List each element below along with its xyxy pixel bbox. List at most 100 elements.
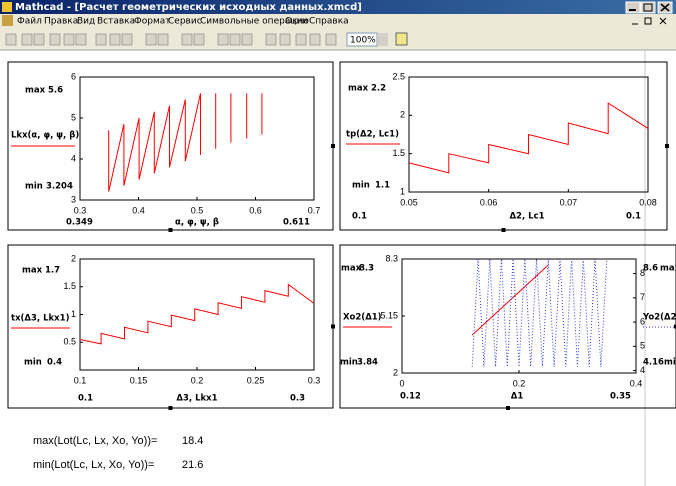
tool-button[interactable] <box>95 33 107 46</box>
toolbar <box>0 28 676 50</box>
tool-button[interactable] <box>5 33 17 46</box>
formulas: max(Lot(Lc, Lx, Xo, Yo))= 18.4 min(Lot(Lc,… <box>33 435 203 471</box>
series-line <box>471 264 549 336</box>
x-tick-label: 0.2 <box>513 378 526 388</box>
plot-label: Δ2, Lc1 <box>509 212 544 222</box>
tool-button[interactable] <box>63 33 75 46</box>
plot-label: 0.1 <box>78 394 93 404</box>
help-icon[interactable] <box>395 32 408 46</box>
resize-handle[interactable] <box>331 324 335 329</box>
resize-handle[interactable] <box>506 406 510 410</box>
plot[interactable]: 0.05 0.06 0.07 0.08 1 1.5 2 2.5 max 2.2 tp(Δ2, Lc1… <box>339 61 669 232</box>
tool-button[interactable] <box>49 33 61 46</box>
plot-label: min <box>352 181 370 191</box>
app-icon <box>2 2 12 12</box>
x-tick-label: 0.15 <box>130 375 148 385</box>
x-tick-label: 0.25 <box>247 375 265 385</box>
plot-label: 0.4 <box>47 358 62 368</box>
resize-handle[interactable] <box>665 144 669 148</box>
tool-button[interactable] <box>157 33 169 46</box>
x-tick-label: 0.3 <box>74 205 87 215</box>
resize-handle[interactable] <box>168 406 173 410</box>
plot[interactable]: 0.3 0.4 0.5 0.6 0.7 3 4 5 6 max 5.6 Lkx(α, φ, ψ, β)… <box>7 61 335 232</box>
menu-item[interactable]: Окно <box>285 17 309 27</box>
plot-label: Δ1 <box>511 392 524 402</box>
y-tick-label: 5 <box>71 112 76 122</box>
plot-label: max <box>22 266 43 276</box>
tool-button[interactable] <box>145 33 157 46</box>
zoom-box[interactable] <box>346 32 378 47</box>
tool-button[interactable] <box>193 33 205 46</box>
window-buttons[interactable] <box>625 1 673 14</box>
tool-button[interactable] <box>109 33 121 46</box>
tool-button[interactable] <box>309 33 321 46</box>
window-title: Mathcad - [Расчет геометрических исходны… <box>15 2 362 13</box>
x-tick-label: 0.7 <box>308 205 321 215</box>
formula-result: 21.6 <box>182 459 203 471</box>
plot-label: min <box>25 182 43 192</box>
menu-item[interactable]: Правка <box>44 17 78 27</box>
plot-label: 8.3 <box>359 264 374 274</box>
plot-label: 1.1 <box>375 181 390 191</box>
tool-button[interactable] <box>241 33 253 46</box>
x-tick-label: 0.2 <box>191 375 204 385</box>
plot[interactable]: 0.1 0.15 0.2 0.25 0.3 0.5 1 1.5 2 max 1.7 tx(Δ3, Lk… <box>7 244 335 410</box>
plot-label: 3.84 <box>357 358 378 368</box>
menu-item[interactable]: Вставка <box>97 17 135 27</box>
tool-button[interactable] <box>229 33 241 46</box>
plot-label: 4.16 <box>643 358 664 368</box>
plot-label: 0.611 <box>283 218 310 228</box>
plot-area <box>79 76 315 201</box>
tool-button[interactable] <box>121 33 133 46</box>
resize-handle[interactable] <box>501 228 506 232</box>
tool-button[interactable] <box>75 33 87 46</box>
menu-bar <box>0 14 676 28</box>
y-tick-label: 0.5 <box>63 337 76 347</box>
menu-item[interactable]: Вид <box>77 17 95 27</box>
tool-button[interactable] <box>265 33 277 46</box>
zoom-value[interactable]: 100% <box>350 36 376 46</box>
tool-button[interactable] <box>295 33 307 46</box>
tool-button[interactable] <box>21 33 33 46</box>
x-tick-label: 0.07 <box>560 197 578 207</box>
resize-handle[interactable] <box>331 144 335 148</box>
x-tick-label: 0.6 <box>249 205 262 215</box>
menu-item[interactable]: Сервис <box>168 17 202 27</box>
x-tick-label: 0.4 <box>132 205 145 215</box>
x-tick-label: 0.08 <box>639 197 657 207</box>
formula-result: 18.4 <box>182 435 203 447</box>
resize-handle[interactable] <box>674 324 676 329</box>
tool-button[interactable] <box>33 33 45 46</box>
plot-label: 8.6 <box>643 264 658 274</box>
series-line <box>108 93 263 192</box>
y2-tick-label: 6 <box>640 316 645 326</box>
doc-buttons[interactable] <box>632 17 667 25</box>
menu-item[interactable]: Символьные операции <box>200 17 308 27</box>
x-tick-label: 0 <box>399 378 404 388</box>
tool-button[interactable] <box>325 33 337 46</box>
y-tick-label: 1 <box>400 186 405 196</box>
title-bar <box>0 0 676 14</box>
y-tick-label: 4 <box>71 153 76 163</box>
menu-item[interactable]: Файл <box>17 17 42 27</box>
menu-item[interactable]: Формат <box>134 17 171 27</box>
tool-button[interactable] <box>217 33 229 46</box>
tool-button[interactable] <box>181 33 193 46</box>
y2-tick-label: 5 <box>640 341 645 351</box>
plot-frame <box>339 61 668 231</box>
plot-label: tp(Δ2, Lc1) <box>346 130 399 140</box>
x-tick-label: 0.1 <box>74 375 87 385</box>
toolbar-icons[interactable] <box>5 33 337 46</box>
resize-handle[interactable] <box>168 228 173 232</box>
menu-item[interactable]: Справка <box>309 17 349 27</box>
plot-label: 0.1 <box>352 212 367 222</box>
tool-button[interactable] <box>279 33 291 46</box>
doc-icon <box>2 15 13 26</box>
zoom-dropdown[interactable] <box>378 33 388 46</box>
plot-label: 0.3 <box>290 394 305 404</box>
x-tick-label: 0.5 <box>191 205 204 215</box>
series-line <box>471 258 608 367</box>
plot-label: 2.2 <box>371 84 386 94</box>
